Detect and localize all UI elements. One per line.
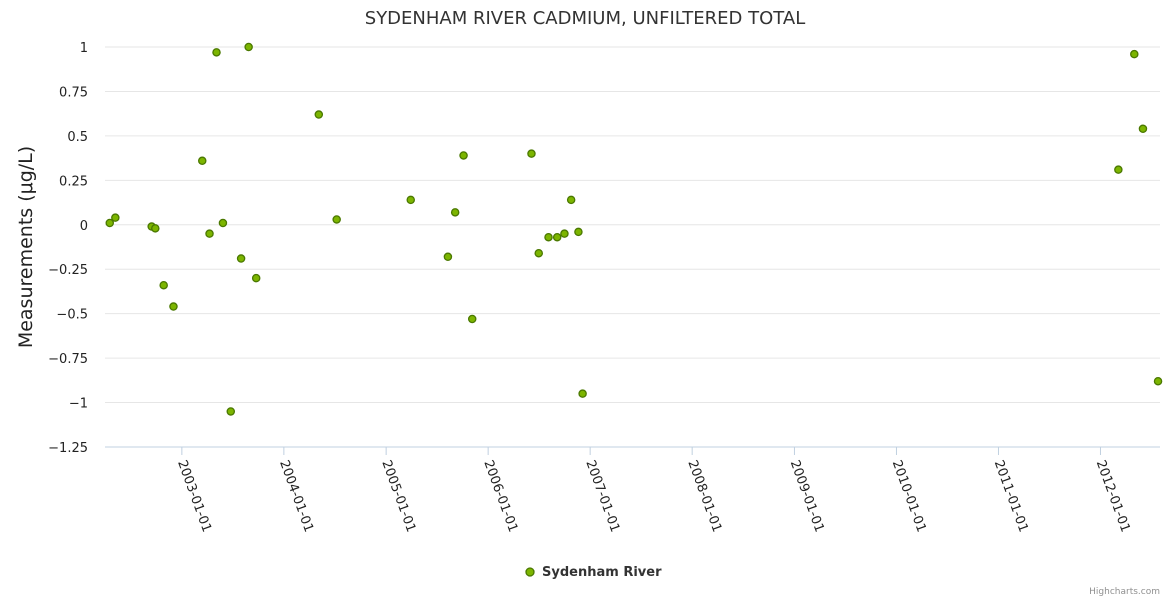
- data-point[interactable]: [205, 229, 214, 238]
- data-point[interactable]: [1114, 165, 1123, 174]
- data-point[interactable]: [459, 151, 468, 160]
- data-point[interactable]: [552, 232, 562, 242]
- x-axis: 2003-01-01 2004-01-01 2005-01-01 2006-01-01…: [174, 447, 1133, 534]
- data-point[interactable]: [1130, 49, 1139, 59]
- data-point[interactable]: [560, 229, 569, 238]
- data-point[interactable]: [1153, 376, 1163, 386]
- y-tick-label: −1: [69, 397, 88, 412]
- data-point[interactable]: [198, 156, 207, 166]
- data-point[interactable]: [236, 254, 246, 263]
- data-point[interactable]: [159, 280, 168, 290]
- x-tick-label: 2011-01-01: [991, 458, 1031, 534]
- data-point[interactable]: [566, 195, 576, 205]
- x-tick-label: 2007-01-01: [582, 458, 622, 534]
- y-tick-label: 0.5: [67, 130, 88, 145]
- gridlines: [105, 46, 1160, 448]
- y-tick-label: −0.75: [48, 352, 88, 367]
- y-tick-label: −0.5: [56, 308, 88, 323]
- legend-item-sydenham-river[interactable]: Sydenham River: [542, 565, 662, 580]
- data-point[interactable]: [111, 213, 120, 222]
- data-point[interactable]: [578, 389, 587, 398]
- data-point[interactable]: [527, 149, 536, 158]
- series-sydenham-river[interactable]: [105, 42, 1163, 416]
- data-point[interactable]: [534, 248, 543, 258]
- chart-title: SYDENHAM RIVER CADMIUM, UNFILTERED TOTAL: [365, 8, 805, 29]
- x-tick-label: 2005-01-01: [378, 458, 418, 534]
- y-tick-label: 0: [80, 219, 88, 234]
- credits-link[interactable]: Highcharts.com: [1089, 587, 1160, 597]
- data-point[interactable]: [467, 314, 477, 324]
- x-tick-label: 2003-01-01: [174, 458, 214, 534]
- y-tick-label: 0.25: [59, 174, 88, 189]
- data-point[interactable]: [105, 218, 115, 228]
- data-point[interactable]: [450, 208, 460, 217]
- data-point[interactable]: [226, 407, 236, 416]
- data-point[interactable]: [1138, 124, 1148, 134]
- data-point[interactable]: [151, 224, 160, 233]
- data-point[interactable]: [574, 227, 583, 237]
- x-tick-label: 2008-01-01: [684, 458, 724, 534]
- y-tick-label: −0.25: [48, 263, 88, 278]
- y-tick-label: 0.75: [59, 85, 88, 100]
- data-point[interactable]: [406, 195, 415, 205]
- x-tick-label: 2004-01-01: [276, 458, 316, 534]
- data-point[interactable]: [212, 48, 221, 57]
- x-tick-label: 2009-01-01: [787, 458, 827, 534]
- data-point[interactable]: [169, 302, 178, 311]
- legend-marker[interactable]: [525, 567, 535, 577]
- data-point[interactable]: [314, 110, 324, 119]
- x-tick-label: 2012-01-01: [1093, 458, 1133, 534]
- data-point[interactable]: [218, 218, 228, 228]
- y-axis-label: Measurements (μg/L): [15, 146, 37, 348]
- data-point[interactable]: [244, 42, 253, 52]
- data-point[interactable]: [332, 215, 341, 224]
- legend[interactable]: Sydenham River: [525, 565, 662, 580]
- data-point[interactable]: [251, 273, 261, 283]
- x-tick-label: 2010-01-01: [889, 458, 929, 534]
- x-tick-label: 2006-01-01: [480, 458, 520, 534]
- data-point[interactable]: [544, 232, 553, 242]
- y-tick-label: 1: [80, 41, 88, 56]
- data-point[interactable]: [443, 252, 453, 262]
- y-axis: 1 0.75 0.5 0.25 0 −0.25 −0.5 −0.75 −1 −1.25: [48, 41, 88, 456]
- y-tick-label: −1.25: [48, 441, 88, 456]
